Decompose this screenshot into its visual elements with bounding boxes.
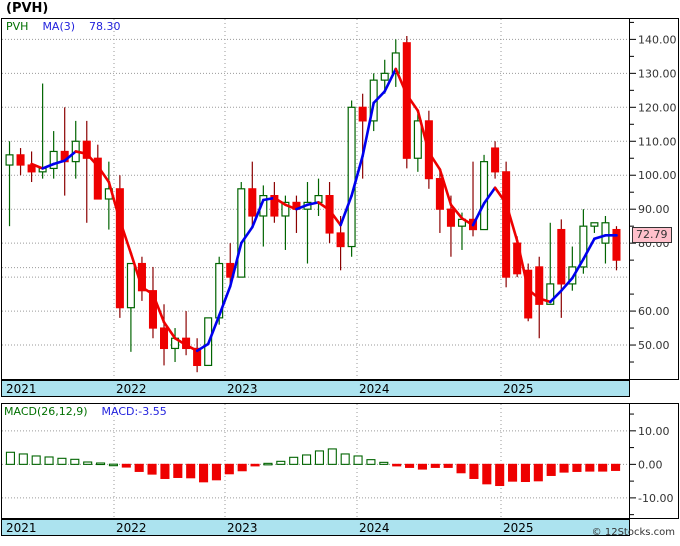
svg-text:120.00: 120.00 [638,101,677,114]
macd-axis-ticks: 10.00 0.00 -10.00 [630,413,673,516]
legend-symbol: PVH [6,20,29,33]
year-label-2022: 2022 [116,382,147,396]
macd-chart-panel [1,403,630,519]
svg-text:-10.00: -10.00 [638,492,673,505]
legend-ma-label: MA(3) [42,20,76,33]
year-label-2021: 2021 [6,521,37,535]
svg-text:50.00: 50.00 [638,339,670,352]
svg-text:110.00: 110.00 [638,135,677,148]
year-label-2022: 2022 [116,521,147,535]
legend-ma-value: 78.30 [89,20,121,33]
year-label-2024: 2024 [359,521,390,535]
macd-plot [2,404,629,518]
date-axis-bottom: 2021 2022 2023 2024 2025 [1,519,630,536]
year-label-2023: 2023 [227,521,258,535]
year-label-2025: 2025 [503,382,534,396]
svg-text:130.00: 130.00 [638,67,677,80]
last-price-badge: 72.79 [632,227,672,243]
macd-y-axis: 10.00 0.00 -10.00 [630,403,679,519]
year-label-2025: 2025 [503,521,534,535]
svg-text:100.00: 100.00 [638,169,677,182]
macd-legend: MACD(26,12,9) MACD:-3.55 [4,405,167,418]
svg-text:0.00: 0.00 [638,458,663,471]
macd-legend-value: MACD:-3.55 [101,405,167,418]
price-axis-ticks: 140.00130.00120.00110.00100.0090.0080.00… [630,21,677,363]
price-plot [2,19,629,379]
page-title: (PVH) [6,1,49,16]
price-y-axis: 140.00 130.00 120.00 110.00 100.00 90.00 80.00… [630,18,679,380]
year-label-2024: 2024 [359,382,390,396]
year-label-2023: 2023 [227,382,258,396]
price-chart-panel [1,18,630,380]
svg-text:60.00: 60.00 [638,305,670,318]
macd-legend-name: MACD(26,12,9) [4,405,88,418]
svg-text:140.00: 140.00 [638,33,677,46]
copyright-notice: © 12Stocks.com [591,527,675,538]
svg-text:90.00: 90.00 [638,203,670,216]
year-label-2021: 2021 [6,382,37,396]
price-legend: PVH MA(3) 78.30 [6,20,121,33]
svg-text:10.00: 10.00 [638,425,670,438]
date-axis-top: 2021 2022 2023 2024 2025 [1,380,630,397]
